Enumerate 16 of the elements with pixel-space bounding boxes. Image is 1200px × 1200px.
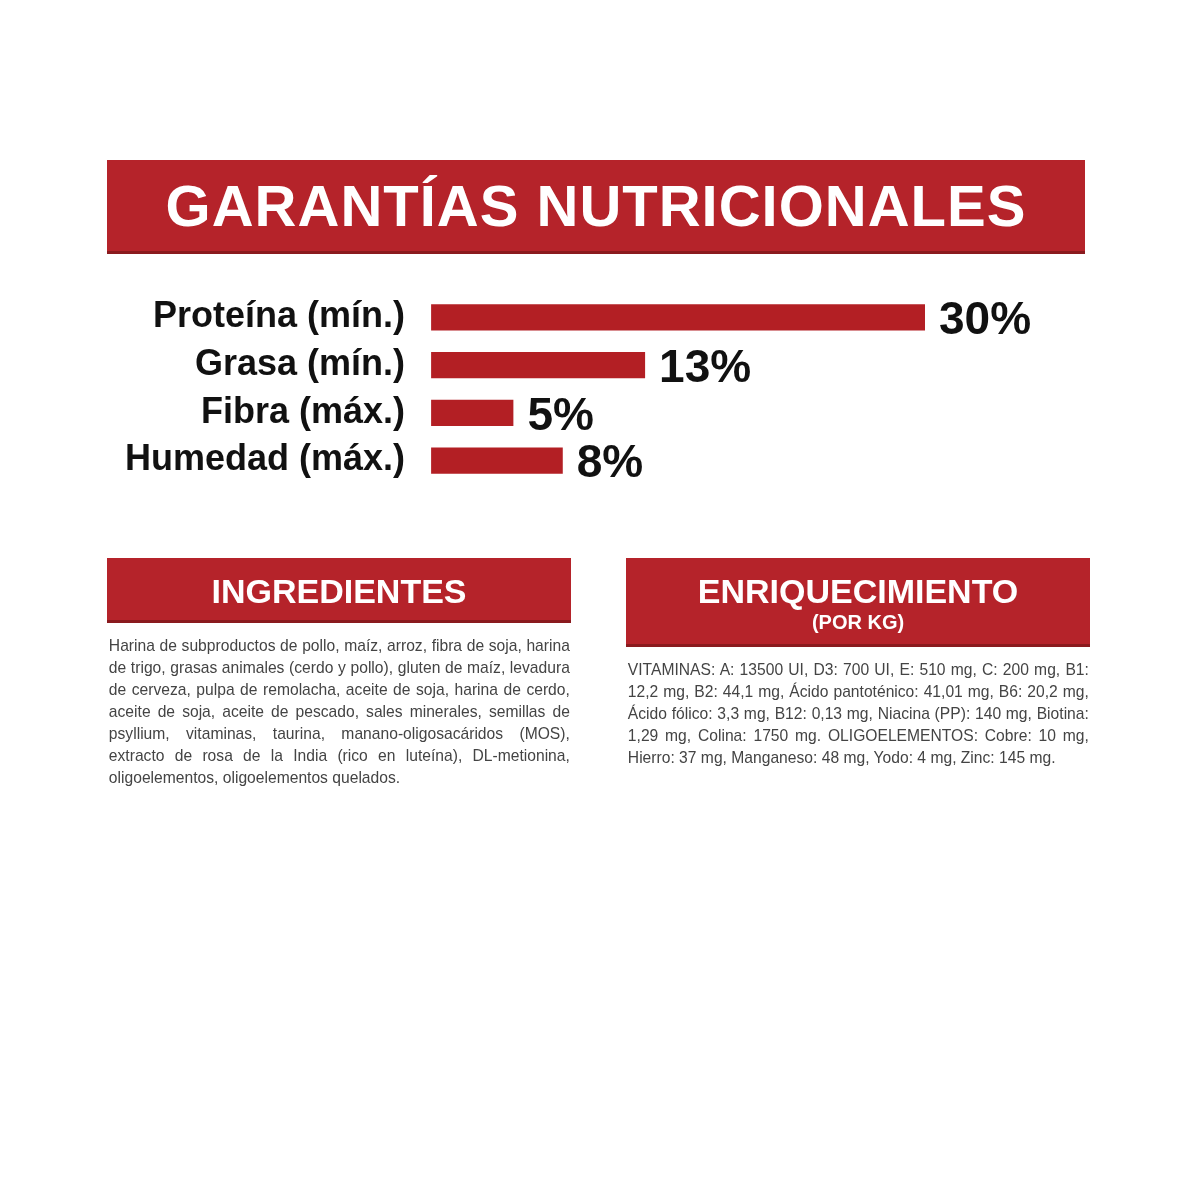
- bar: [431, 399, 514, 426]
- bar: [431, 447, 563, 474]
- text: ENRIQUECIMIENTO: [697, 572, 1019, 610]
- bar: [431, 304, 925, 331]
- y-tick-label: Fibra (máx.): [201, 389, 406, 431]
- y-tick-label: Humedad (máx.): [124, 437, 406, 479]
- data-label: 13%: [659, 339, 752, 392]
- data-label: 30%: [939, 292, 1032, 345]
- y-tick-label: Proteína (mín.): [153, 294, 406, 336]
- chart-title: GARANTÍAS NUTRICIONALES: [107, 160, 1085, 254]
- y-tick-label: Grasa (mín.): [194, 342, 406, 384]
- text: INGREDIENTES: [107, 558, 571, 623]
- bar: [431, 352, 646, 379]
- text: Harina de subproductos de pollo, maíz, arroz, fibra de soja, harina de trigo, grasas animales (cerdo y pollo), gluten de maíz, levadura de cerveza, pulpa de remolacha, aceite de soja, harina de cerdo, aceite de soja, aceite de pescado, sales minerales, semillas de psyllium, vitaminas, taurina, manano-oligosacáridos (MOS), extracto de rosa de la India (rico en luteína), DL-metionina, oligoelementos, oligoelementos quelados.: [107, 635, 571, 789]
- text: (POR KG): [810, 611, 906, 633]
- text: VITAMINAS: A: 13500 UI, D3: 700 UI, E: 510 mg, C: 200 mg, B1: 12,2 mg, B2: 44,1 mg, Ácido pantoténico: 41,01 mg, B6: 20,2 mg, Ácido fólico: 3,3 mg, B12: 0,13 mg, Niacina (PP): 140 mg, Biotina: 1,29 mg, Colina: 1750 mg. OLIGOELEMENTOS: Cobre: 10 mg, Hierro: 37 mg, Manganeso: 48 mg, Yodo: 4 mg, Zinc: 145 mg.: [626, 659, 1090, 769]
